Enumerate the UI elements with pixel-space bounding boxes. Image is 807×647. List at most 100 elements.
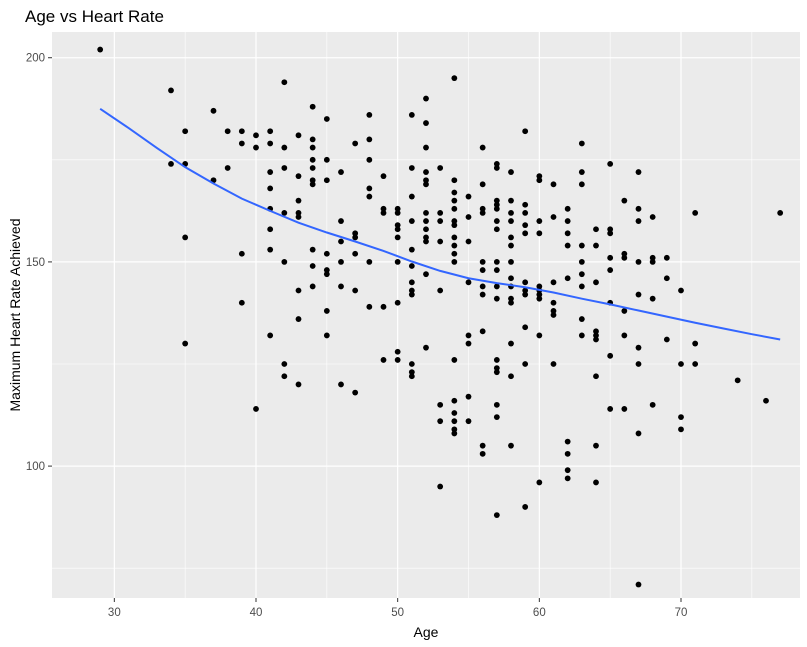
data-point xyxy=(493,365,500,371)
data-point xyxy=(253,132,259,139)
x-tick-label: 50 xyxy=(391,607,404,619)
data-point xyxy=(323,116,330,122)
data-point xyxy=(423,210,429,216)
data-point xyxy=(578,169,585,175)
data-point xyxy=(564,205,571,212)
data-point xyxy=(168,161,174,167)
data-point xyxy=(451,357,458,363)
data-point xyxy=(394,205,401,212)
data-point xyxy=(437,165,444,171)
data-point xyxy=(423,218,429,224)
data-point xyxy=(451,218,458,224)
data-point xyxy=(423,181,429,188)
data-point xyxy=(649,401,656,408)
data-point xyxy=(522,128,529,135)
data-point xyxy=(493,205,500,212)
data-point xyxy=(649,254,656,261)
data-point xyxy=(607,406,614,412)
data-point xyxy=(437,418,444,425)
data-point xyxy=(593,336,599,343)
data-point xyxy=(338,283,344,290)
data-point xyxy=(522,361,529,367)
data-point xyxy=(621,197,628,204)
data-point xyxy=(536,295,543,302)
data-point xyxy=(394,299,401,306)
data-point xyxy=(578,242,585,249)
data-point xyxy=(281,144,288,151)
data-point xyxy=(550,299,557,306)
data-point xyxy=(423,169,429,175)
data-point xyxy=(550,181,557,188)
data-point xyxy=(408,361,415,367)
data-point xyxy=(578,283,585,290)
data-point xyxy=(479,144,486,151)
data-point xyxy=(238,299,245,306)
data-point xyxy=(295,197,302,204)
data-point xyxy=(465,193,472,200)
data-point xyxy=(479,259,486,265)
data-point xyxy=(281,79,288,86)
data-point xyxy=(479,210,486,216)
data-point xyxy=(423,177,429,184)
data-point xyxy=(493,267,500,273)
data-point xyxy=(451,205,458,212)
x-tick-label: 30 xyxy=(108,607,121,619)
data-point xyxy=(451,189,458,196)
data-point xyxy=(408,279,415,286)
data-point xyxy=(493,201,500,208)
data-point xyxy=(578,316,585,322)
data-point xyxy=(522,201,529,208)
data-point xyxy=(564,475,571,482)
data-point xyxy=(550,312,557,318)
data-point xyxy=(309,246,316,253)
data-point xyxy=(408,369,415,376)
data-point xyxy=(451,418,458,425)
data-point xyxy=(593,226,599,233)
data-point xyxy=(522,230,529,237)
data-point xyxy=(295,132,302,139)
data-point xyxy=(366,111,373,118)
data-point xyxy=(366,303,373,310)
data-point xyxy=(338,238,344,245)
data-point xyxy=(763,397,769,404)
data-point xyxy=(309,181,316,188)
data-point xyxy=(692,361,699,367)
data-point xyxy=(493,295,500,302)
data-point xyxy=(479,267,486,273)
data-point xyxy=(309,144,316,151)
data-point xyxy=(423,120,429,126)
data-point xyxy=(621,332,628,339)
data-point xyxy=(564,242,571,249)
data-point xyxy=(465,214,472,220)
data-point xyxy=(437,218,444,224)
data-point xyxy=(508,373,514,380)
data-point xyxy=(394,259,401,265)
data-point xyxy=(182,234,189,241)
data-point xyxy=(508,234,514,241)
data-point xyxy=(522,504,529,510)
data-point xyxy=(649,295,656,302)
data-point xyxy=(309,165,316,171)
data-point xyxy=(423,344,429,351)
data-point xyxy=(380,205,387,212)
data-point xyxy=(224,165,231,171)
data-point xyxy=(323,177,330,184)
data-point xyxy=(238,128,245,135)
data-point xyxy=(465,340,472,347)
data-point xyxy=(593,479,599,486)
data-point xyxy=(451,222,458,229)
data-point xyxy=(451,397,458,404)
data-point xyxy=(522,279,529,286)
data-point xyxy=(437,401,444,408)
data-point xyxy=(621,308,628,314)
data-point xyxy=(267,128,274,135)
data-point xyxy=(635,291,642,298)
data-point xyxy=(352,389,359,396)
data-point xyxy=(663,254,670,261)
data-point xyxy=(380,173,387,180)
data-point xyxy=(394,226,401,233)
data-point xyxy=(352,287,359,294)
data-point xyxy=(493,165,500,171)
data-point xyxy=(678,361,684,367)
data-point xyxy=(536,218,543,224)
